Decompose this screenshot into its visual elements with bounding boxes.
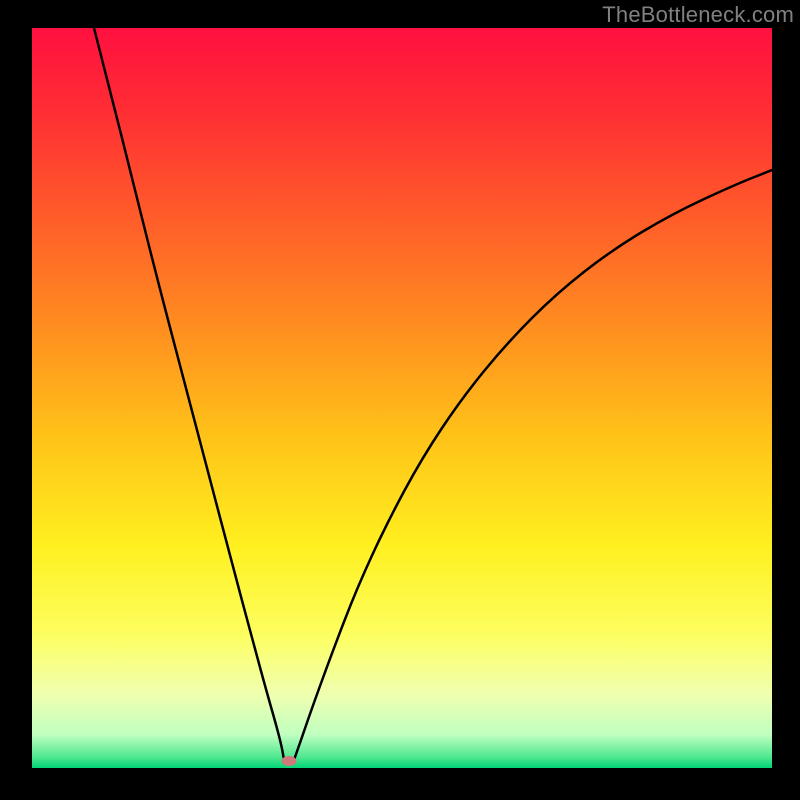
chart-container: TheBottleneck.com bbox=[0, 0, 800, 800]
optimum-marker bbox=[282, 756, 297, 766]
plot-area bbox=[32, 28, 772, 768]
watermark-text: TheBottleneck.com bbox=[602, 2, 794, 28]
bottleneck-curve bbox=[94, 28, 772, 761]
curve-layer bbox=[32, 28, 772, 768]
